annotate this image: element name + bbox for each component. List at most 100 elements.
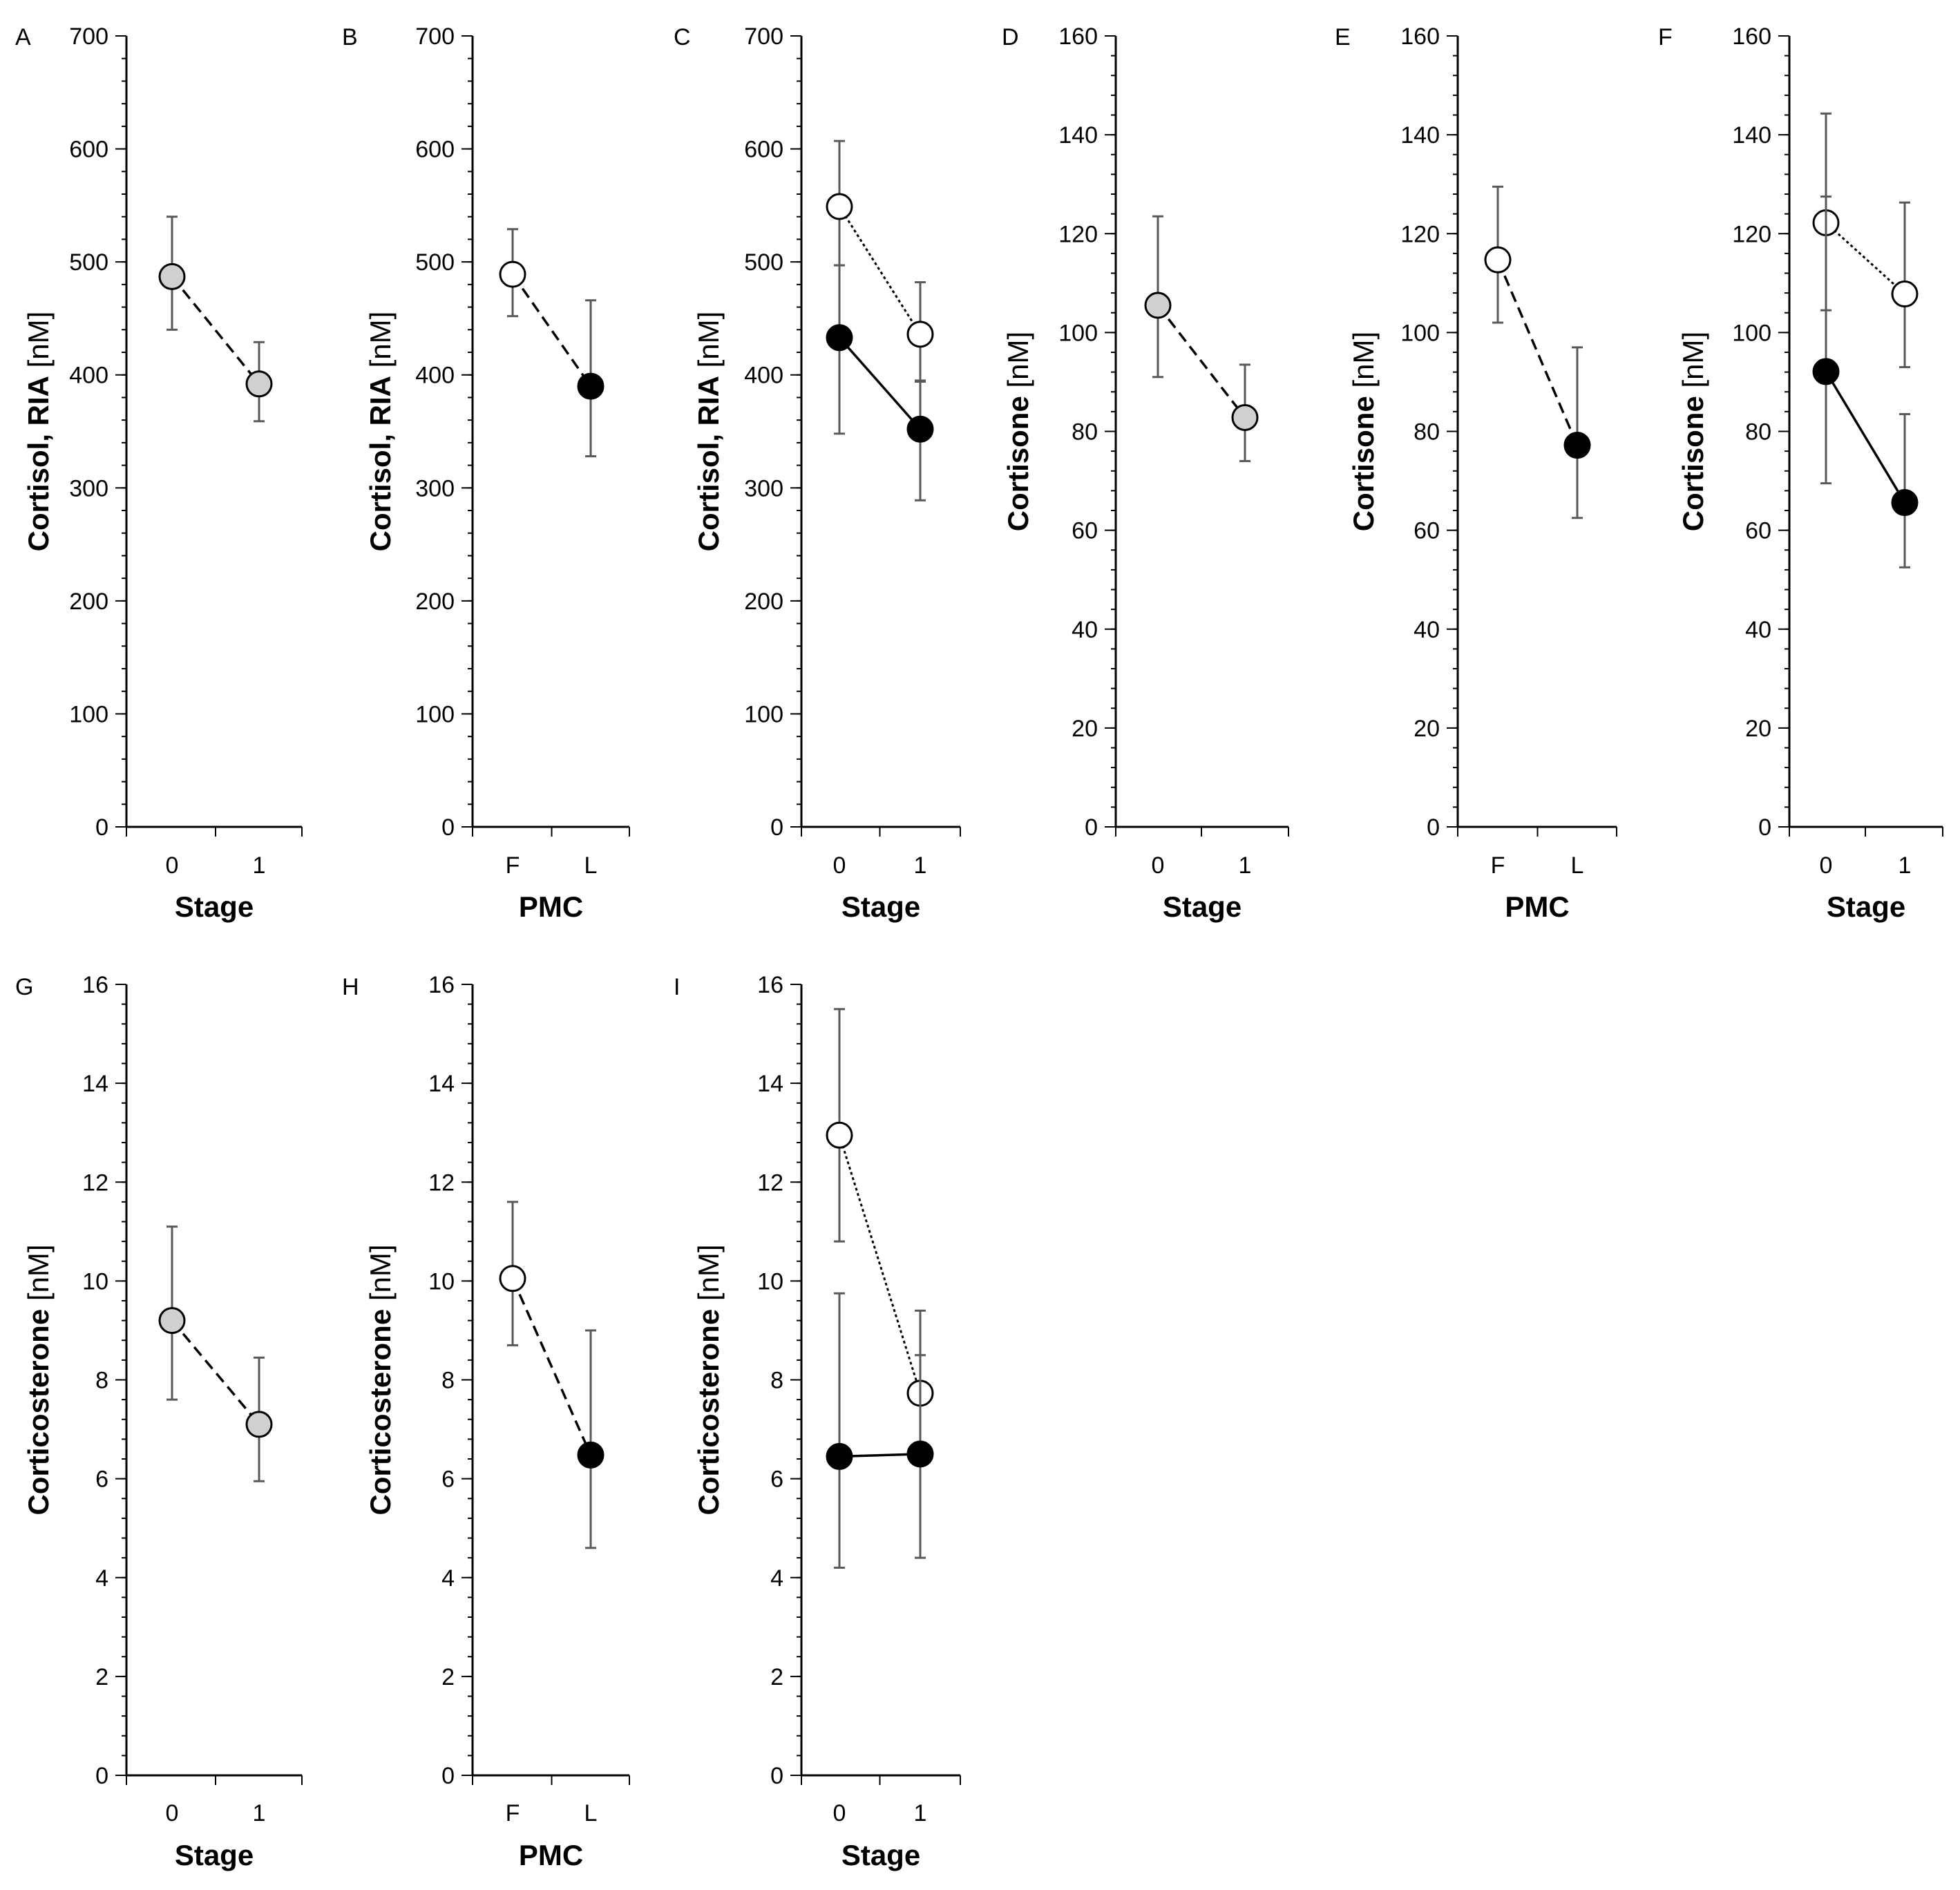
series-line (838, 1134, 922, 1394)
y-tick-label: 14 (428, 1071, 455, 1097)
x-axis-title: Stage (175, 890, 254, 923)
x-axis-title: PMC (519, 890, 583, 923)
series-F-L (499, 228, 605, 457)
y-tick-label: 0 (441, 1763, 455, 1789)
y-axis-title: Cortisone [nM] (1677, 332, 1709, 531)
panel-letter: A (15, 24, 31, 50)
y-tick-label: 100 (69, 701, 108, 727)
y-tick-label: 12 (757, 1170, 783, 1196)
y-tick-label: 14 (757, 1071, 783, 1097)
series-line (838, 206, 922, 335)
y-tick-label: 6 (770, 1467, 783, 1493)
panel-letter: B (342, 24, 358, 50)
y-tick-label: 8 (441, 1368, 455, 1394)
y-tick-label: 160 (1058, 23, 1098, 50)
y-tick-label: 100 (744, 701, 783, 727)
y-tick-label: 16 (428, 972, 455, 998)
x-tick-label: 0 (166, 852, 179, 879)
series-all (158, 216, 273, 423)
y-tick-label: 40 (1072, 617, 1098, 643)
series-F-L (499, 1201, 605, 1549)
panel-D: D 0 20 40 60 80 100 120 140 160 0 1 Stage Cortisone [… (1002, 23, 1289, 923)
data-point (1891, 280, 1919, 308)
y-tick-label: 20 (1072, 716, 1098, 742)
y-tick-label: 120 (1400, 221, 1440, 247)
y-tick-label: 40 (1414, 617, 1440, 643)
data-point (826, 324, 853, 352)
data-point (1891, 489, 1919, 517)
y-tick-label: 0 (441, 814, 455, 841)
y-tick-label: 80 (1745, 419, 1771, 446)
panel-G: G 0 2 4 6 8 10 12 14 16 0 1 Stage Corticosterone [nM] (15, 972, 303, 1871)
y-tick-label: 400 (744, 363, 783, 389)
data-point (826, 1442, 853, 1470)
series-L (826, 264, 934, 502)
y-tick-label: 0 (95, 1763, 108, 1789)
series-F (826, 1008, 934, 1458)
series-line (511, 1278, 592, 1455)
y-tick-label: 0 (1758, 814, 1771, 841)
y-tick-label: 2 (770, 1664, 783, 1690)
y-tick-label: 10 (82, 1268, 108, 1295)
x-tick-label: 1 (1239, 852, 1252, 879)
data-point (158, 1307, 186, 1335)
series-line (511, 274, 592, 388)
y-tick-label: 60 (1745, 518, 1771, 544)
y-tick-label: 600 (69, 137, 108, 163)
y-tick-label: 140 (1732, 122, 1771, 149)
data-point (906, 321, 934, 348)
data-point (1144, 292, 1172, 319)
y-tick-label: 100 (415, 701, 455, 727)
x-tick-label: 1 (253, 852, 266, 879)
series-line (839, 1453, 921, 1458)
series-line (171, 276, 260, 385)
data-point (906, 1440, 934, 1468)
y-tick-label: 200 (415, 589, 455, 615)
x-tick-label: 0 (833, 852, 846, 879)
y-tick-label: 6 (441, 1467, 455, 1493)
x-tick-label: L (584, 1800, 598, 1826)
x-tick-label: L (584, 852, 598, 879)
x-tick-label: 0 (166, 1800, 179, 1826)
x-axis-title: Stage (841, 890, 920, 923)
y-tick-label: 160 (1732, 23, 1771, 50)
y-tick-label: 4 (441, 1565, 455, 1592)
data-point (826, 1121, 853, 1149)
series-line (171, 1319, 260, 1426)
x-tick-label: 1 (1899, 852, 1912, 879)
y-tick-label: 120 (1732, 221, 1771, 247)
panel-letter: C (674, 24, 691, 50)
y-axis-title: Corticosterone [nM] (692, 1244, 725, 1515)
y-tick-label: 4 (95, 1565, 108, 1592)
y-tick-label: 20 (1414, 716, 1440, 742)
data-point (1231, 403, 1259, 431)
series-line (1157, 304, 1246, 419)
y-tick-label: 10 (757, 1268, 783, 1295)
y-tick-label: 12 (82, 1170, 108, 1196)
y-tick-label: 60 (1072, 518, 1098, 544)
x-axis-title: PMC (1505, 890, 1569, 923)
y-tick-label: 100 (1732, 320, 1771, 346)
data-point (906, 415, 934, 443)
x-tick-label: 1 (253, 1800, 266, 1826)
y-tick-label: 120 (1058, 221, 1098, 247)
y-tick-label: 700 (69, 23, 108, 50)
y-tick-label: 140 (1058, 122, 1098, 149)
y-tick-label: 160 (1400, 23, 1440, 50)
series-all (158, 1225, 273, 1482)
panel-letter: F (1658, 24, 1673, 50)
data-point (1563, 432, 1591, 459)
y-tick-label: 10 (428, 1268, 455, 1295)
y-tick-label: 500 (415, 249, 455, 276)
y-tick-label: 0 (1427, 814, 1440, 841)
panel-letter: E (1335, 24, 1351, 50)
x-tick-label: 1 (914, 1800, 927, 1826)
y-tick-label: 2 (95, 1664, 108, 1690)
y-tick-label: 16 (82, 972, 108, 998)
x-axis-title: Stage (841, 1839, 920, 1871)
y-axis-title: Cortisol, RIA [nM] (364, 312, 397, 552)
